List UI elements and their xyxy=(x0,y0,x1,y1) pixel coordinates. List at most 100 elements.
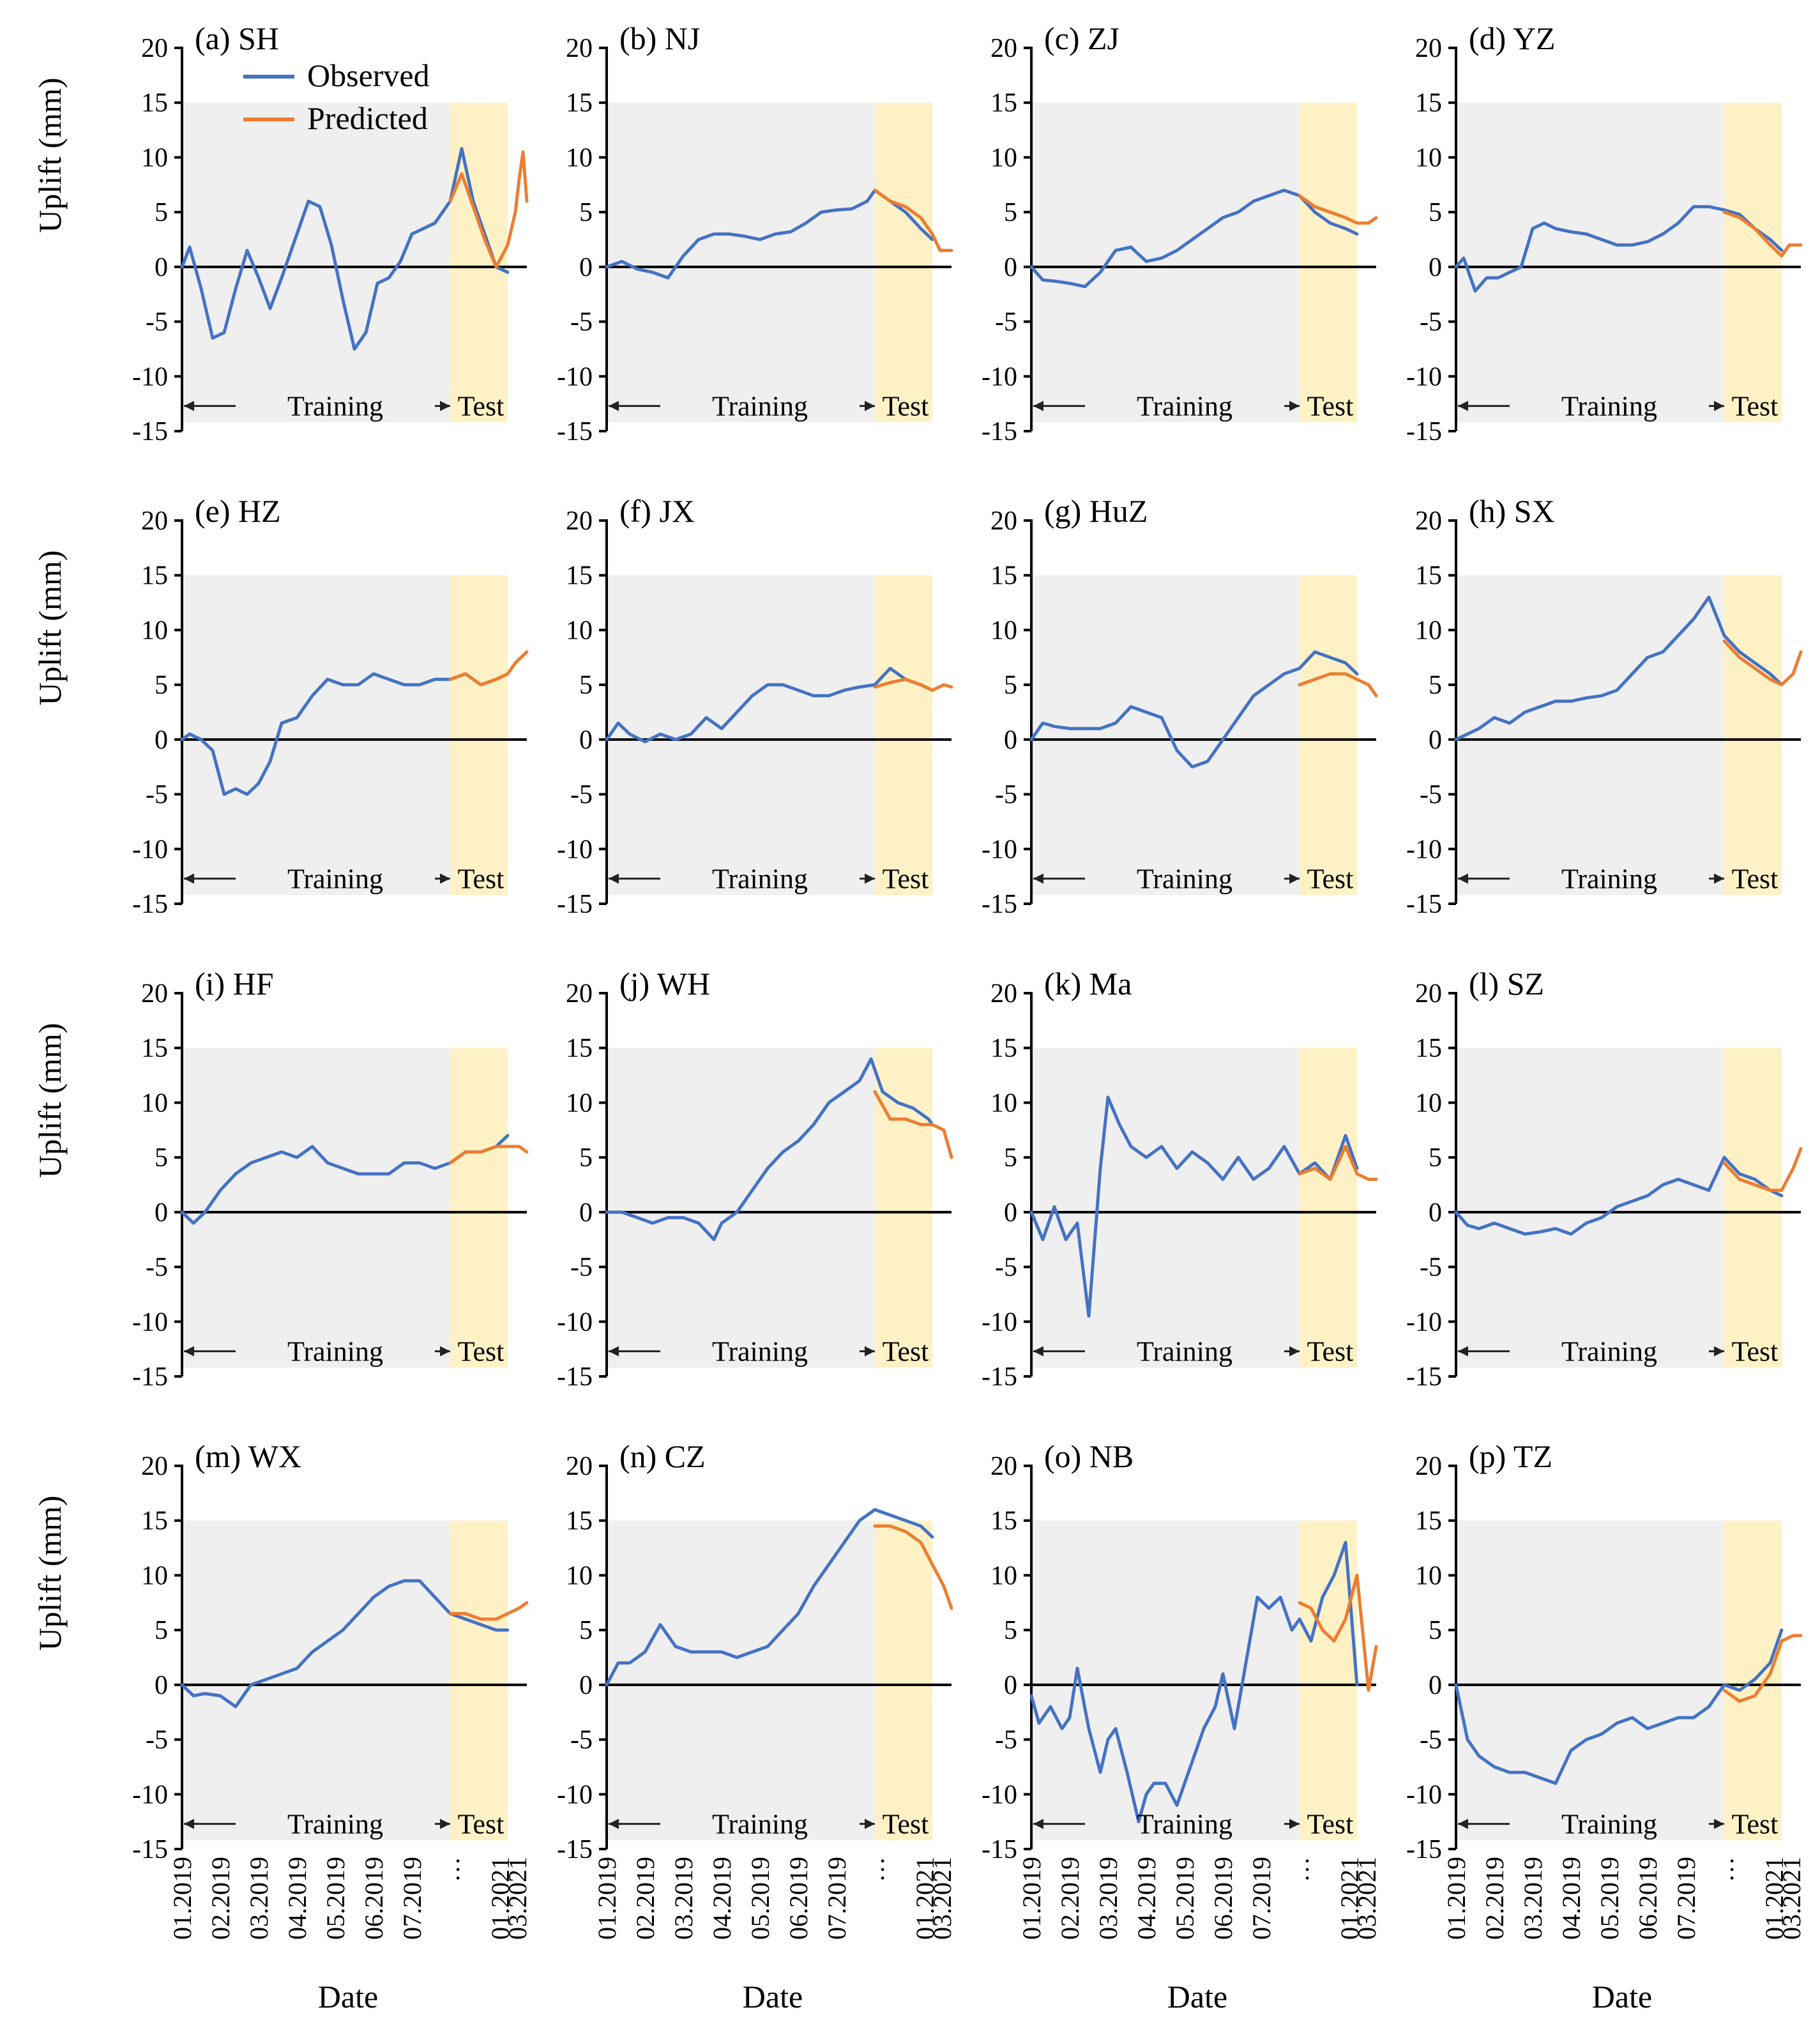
y-tick-label: 15 xyxy=(141,1034,168,1063)
training-label: Training xyxy=(1137,1809,1232,1840)
training-arrow-left-head xyxy=(1458,400,1468,411)
y-tick-label: -15 xyxy=(557,1835,593,1864)
observed-series-line xyxy=(180,1579,510,1709)
training-label: Training xyxy=(1137,1336,1232,1367)
y-tick-label: 5 xyxy=(1429,671,1442,700)
y-tick-label: 15 xyxy=(990,561,1017,591)
y-tick-label: 10 xyxy=(990,616,1017,645)
panel-14: 20 15 10 5 0 -5 -10 -15 (n) CZ Training Test 01.201… xyxy=(557,1438,957,2014)
y-tick-label: -15 xyxy=(132,1835,168,1864)
y-tick-label: 10 xyxy=(566,1088,593,1118)
y-tick-label: 20 xyxy=(141,979,168,1009)
y-tick-label: 15 xyxy=(566,561,593,591)
x-tick-label: … xyxy=(1285,1857,1314,1882)
y-tick-label: -10 xyxy=(982,1780,1017,1809)
x-tick-label: 07.2019 xyxy=(823,1857,851,1940)
test-label: Test xyxy=(1732,864,1778,895)
predicted-series-line xyxy=(873,1090,953,1159)
test-label: Test xyxy=(458,864,504,895)
y-tick-label: 0 xyxy=(155,253,168,282)
test-label: Test xyxy=(883,864,929,895)
panel-title: (b) NJ xyxy=(619,20,700,56)
x-tick-label: 01.2021 xyxy=(1760,1857,1789,1940)
x-tick-label: 06.2019 xyxy=(360,1857,388,1940)
training-region xyxy=(1456,1047,1724,1368)
y-tick-label: 0 xyxy=(155,1671,168,1700)
y-tick-label: -5 xyxy=(146,308,168,337)
y-tick-label: -10 xyxy=(982,362,1017,392)
observed-series-line xyxy=(605,1057,934,1242)
training-arrow-right-head xyxy=(440,873,450,884)
training-region xyxy=(1031,575,1300,895)
y-tick-label: 0 xyxy=(1429,1671,1442,1700)
test-region xyxy=(1300,1047,1357,1368)
y-tick-label: -5 xyxy=(995,780,1017,810)
y-tick-label: 10 xyxy=(990,143,1017,172)
training-arrow-left-head xyxy=(1458,1818,1468,1829)
y-tick-label: 15 xyxy=(1415,561,1442,591)
training-region xyxy=(1456,102,1724,423)
y-tick-label: 5 xyxy=(579,671,593,700)
y-axis-label: Uplift (mm) xyxy=(32,1023,68,1178)
x-tick-label: 03.2021 xyxy=(503,1857,532,1940)
training-arrow-left-head xyxy=(1458,873,1468,884)
y-tick-label: 10 xyxy=(141,616,168,645)
panel-9: 20 15 10 5 0 -5 -10 -15 Uplift (mm) (i) HF Trainin… xyxy=(32,966,529,1392)
y-tick-label: -15 xyxy=(557,417,593,446)
y-tick-label: -10 xyxy=(557,1307,593,1337)
y-tick-label: 10 xyxy=(990,1561,1017,1590)
y-tick-label: 5 xyxy=(155,671,168,700)
x-axis-label: Date xyxy=(1592,1979,1652,2014)
training-region xyxy=(1031,1520,1300,1841)
training-region xyxy=(182,102,450,423)
y-tick-label: 5 xyxy=(155,1616,168,1645)
y-tick-label: 15 xyxy=(1415,89,1442,118)
y-tick-label: 5 xyxy=(1004,671,1017,700)
panel-4: 20 15 10 5 0 -5 -10 -15 (d) YZ Training Test xyxy=(1406,20,1803,446)
y-tick-label: -10 xyxy=(132,835,168,864)
legend-observed-label: Observed xyxy=(307,57,430,93)
panel-5: 20 15 10 5 0 -5 -10 -15 Uplift (mm) (e) HZ Trainin… xyxy=(32,493,529,919)
training-region xyxy=(607,1520,875,1841)
test-region xyxy=(875,575,932,895)
training-arrow-left-head xyxy=(609,1346,619,1357)
y-tick-label: 15 xyxy=(141,1507,168,1536)
training-arrow-right-head xyxy=(1289,873,1300,884)
y-tick-label: 15 xyxy=(566,1507,593,1536)
training-arrow-left-head xyxy=(1458,1346,1468,1357)
y-tick-label: 5 xyxy=(579,1616,593,1645)
y-tick-label: 10 xyxy=(141,143,168,172)
y-tick-label: 10 xyxy=(1415,1088,1442,1118)
y-tick-label: -15 xyxy=(982,1362,1017,1392)
y-tick-label: 20 xyxy=(990,506,1017,536)
y-tick-label: 20 xyxy=(141,506,168,536)
y-tick-label: -5 xyxy=(1420,308,1442,337)
predicted-series-line xyxy=(448,150,529,269)
y-tick-label: -15 xyxy=(982,1835,1017,1864)
panel-7: 20 15 10 5 0 -5 -10 -15 (g) HuZ Training Test xyxy=(982,493,1378,919)
x-tick-label: 06.2019 xyxy=(784,1857,813,1940)
training-arrow-left-head xyxy=(1033,1818,1043,1829)
training-label: Training xyxy=(287,864,383,895)
x-tick-label: 03.2021 xyxy=(928,1857,957,1940)
training-arrow-left-head xyxy=(609,873,619,884)
y-tick-label: 15 xyxy=(141,89,168,118)
panel-title: (a) SH xyxy=(195,20,279,56)
x-tick-label: 01.2021 xyxy=(1335,1857,1364,1940)
x-tick-label: 02.2019 xyxy=(1056,1857,1084,1940)
observed-series-line xyxy=(1454,205,1784,293)
training-label: Training xyxy=(287,1336,383,1367)
test-region xyxy=(450,1520,508,1841)
y-tick-label: -15 xyxy=(132,1362,168,1392)
y-tick-label: -10 xyxy=(1406,835,1442,864)
y-axis-label: Uplift (mm) xyxy=(32,550,68,705)
training-arrow-right-head xyxy=(865,400,875,411)
panel-title: (m) WX xyxy=(195,1438,301,1474)
observed-series-line xyxy=(1454,595,1784,742)
y-tick-label: 5 xyxy=(1429,1143,1442,1173)
y-tick-label: 15 xyxy=(990,1507,1017,1536)
y-tick-label: 5 xyxy=(1429,198,1442,227)
y-tick-label: 0 xyxy=(1004,1671,1017,1700)
y-tick-label: -5 xyxy=(1420,1253,1442,1283)
